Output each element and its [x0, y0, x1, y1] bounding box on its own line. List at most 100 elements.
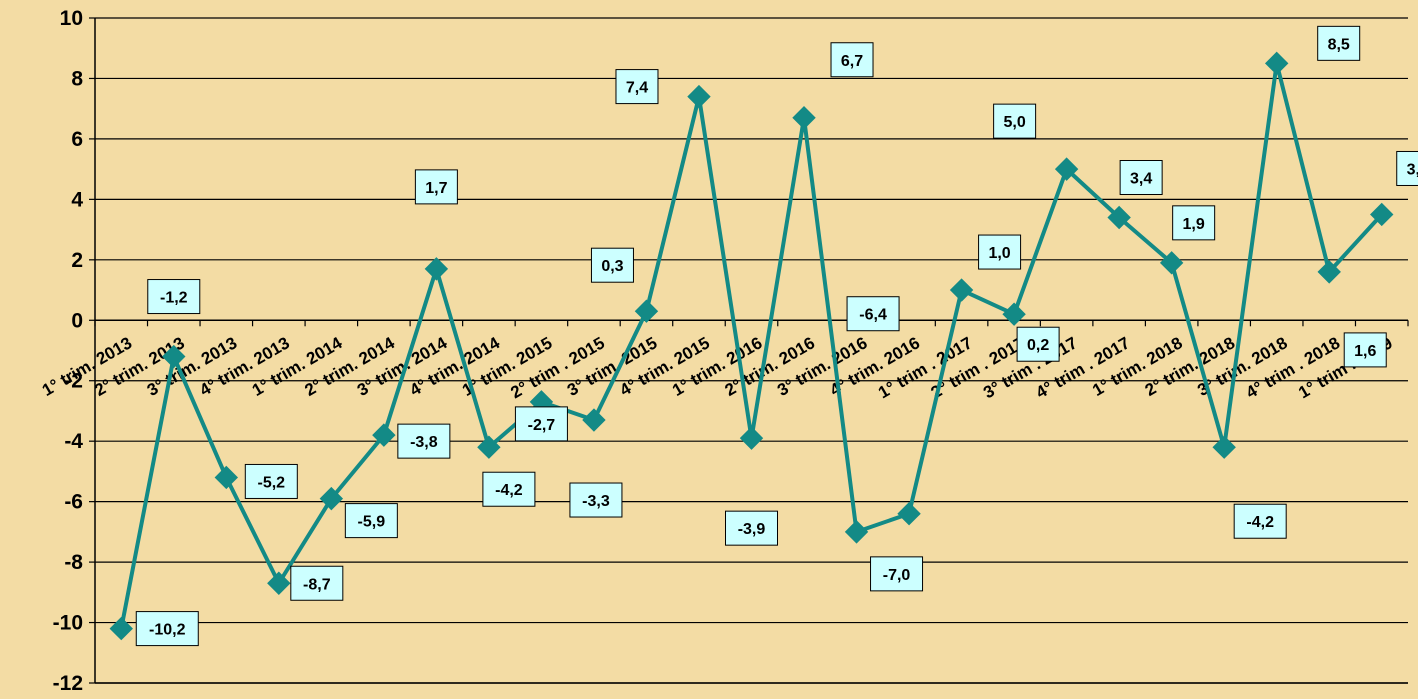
data-label-text: -2,7: [528, 417, 556, 434]
data-label-text: 1,7: [425, 180, 447, 197]
data-label-box: [1172, 205, 1216, 241]
y-tick-label: 8: [71, 67, 83, 90]
data-label-text: -5,2: [258, 474, 286, 491]
data-label-text: -6,4: [859, 307, 887, 324]
data-label-box: [514, 406, 568, 442]
data-label-box: [1119, 160, 1163, 195]
data-point-marker: [1317, 260, 1341, 284]
data-point-marker: [1002, 302, 1026, 326]
data-point-marker: [109, 616, 133, 641]
data-label-text: -3,3: [582, 493, 610, 510]
data-label-text: -10,2: [149, 622, 186, 639]
data-label-box: [1317, 25, 1361, 61]
y-tick-label: 0: [71, 309, 83, 332]
data-label: 1,9: [1172, 205, 1216, 241]
data-point-marker: [372, 423, 396, 447]
data-label-box: [569, 482, 623, 518]
data-label-box: [344, 503, 398, 539]
data-point-marker: [319, 486, 344, 511]
data-label: 0,2: [1016, 326, 1060, 362]
data-label-text: -4,2: [1246, 514, 1274, 531]
data-label-box: [870, 556, 924, 592]
data-label: -5,9: [344, 503, 398, 539]
data-label-text: 0,2: [1027, 337, 1049, 354]
data-label: 7,4: [615, 69, 659, 105]
data-label-box: [590, 247, 634, 283]
data-point-marker: [897, 502, 921, 526]
data-point-marker: [424, 257, 449, 281]
data-label-box: [135, 611, 199, 647]
data-label: 5,0: [993, 103, 1037, 139]
data-label-box: [147, 279, 201, 315]
data-label: -5,2: [244, 463, 298, 499]
data-label-text: -4,2: [495, 482, 523, 499]
data-label: -1,2: [147, 279, 201, 315]
data-label-box: [615, 69, 659, 105]
data-label-box: [414, 169, 458, 205]
data-label-box: [290, 565, 344, 601]
data-label-box: [397, 423, 451, 459]
data-label-box: [830, 42, 874, 78]
data-label-text: 1,9: [1183, 216, 1205, 233]
data-point-marker: [214, 465, 239, 490]
y-tick-label: -6: [64, 491, 83, 514]
data-label: -3,3: [569, 482, 623, 518]
y-tick-label: -2: [64, 370, 83, 393]
data-point-marker: [844, 520, 869, 544]
data-label: -4,2: [482, 471, 536, 507]
data-point-marker: [1264, 51, 1289, 76]
y-axis: -12 -10 -8 -6 -4 -2 0 2 4 6 8 10: [53, 7, 1408, 695]
data-label-text: -7,0: [883, 567, 911, 584]
data-point-marker: [739, 426, 764, 450]
data-point-marker: [949, 278, 974, 302]
data-point-marker: [1370, 202, 1394, 227]
y-tick-label: -10: [53, 612, 83, 635]
data-point-marker: [582, 408, 606, 432]
data-label-box: [846, 296, 900, 332]
data-label-text: -3,8: [410, 434, 438, 451]
data-point-marker: [1054, 157, 1079, 181]
data-point-marker: [792, 106, 816, 130]
data-label: -2,7: [514, 406, 568, 442]
data-point-marker: [267, 571, 291, 595]
y-tick-label: -4: [64, 430, 83, 453]
data-label-box: [1343, 332, 1387, 368]
data-label-text: 7,4: [626, 80, 648, 97]
data-point-marker: [477, 435, 501, 459]
data-labels: -10,2 -1,2 -5,2 -8,7 -5,9 -3,8 1,7 -4,2 -2,7 -3,3…: [135, 25, 1418, 647]
data-label: 1,6: [1343, 332, 1387, 368]
data-point-marker: [687, 84, 711, 109]
data-point-marker: [1159, 251, 1184, 275]
data-label-text: 1,0: [988, 245, 1010, 262]
data-point-marker: [162, 344, 186, 369]
data-label-text: 3,5: [1407, 161, 1418, 178]
data-label-box: [244, 463, 298, 499]
data-label: 3,4: [1119, 160, 1163, 195]
y-tick-label: 4: [71, 188, 83, 211]
data-label-text: 1,6: [1354, 343, 1376, 360]
data-label-text: 8,5: [1328, 36, 1350, 53]
y-tick-label: 2: [71, 249, 83, 272]
y-tick-label: 10: [60, 7, 83, 30]
data-label-box: [1016, 326, 1060, 362]
data-label-box: [978, 234, 1022, 270]
data-label: -4,2: [1233, 503, 1287, 539]
data-label: -10,2: [135, 611, 199, 647]
data-label-text: 3,4: [1130, 171, 1152, 188]
y-tick-label: 6: [71, 128, 83, 151]
data-label: 1,7: [414, 169, 458, 205]
data-label-box: [482, 471, 536, 507]
data-label-box: [993, 103, 1037, 139]
data-label: -8,7: [290, 565, 344, 601]
data-label: 3,5: [1396, 150, 1418, 186]
data-label-text: 0,3: [601, 258, 623, 275]
data-label: -7,0: [870, 556, 924, 592]
data-label-box: [1233, 503, 1287, 539]
y-tick-label: -12: [53, 672, 83, 695]
data-label-text: -8,7: [303, 576, 331, 593]
data-label: 8,5: [1317, 25, 1361, 61]
data-label: 6,7: [830, 42, 874, 78]
data-point-marker: [1212, 435, 1236, 459]
